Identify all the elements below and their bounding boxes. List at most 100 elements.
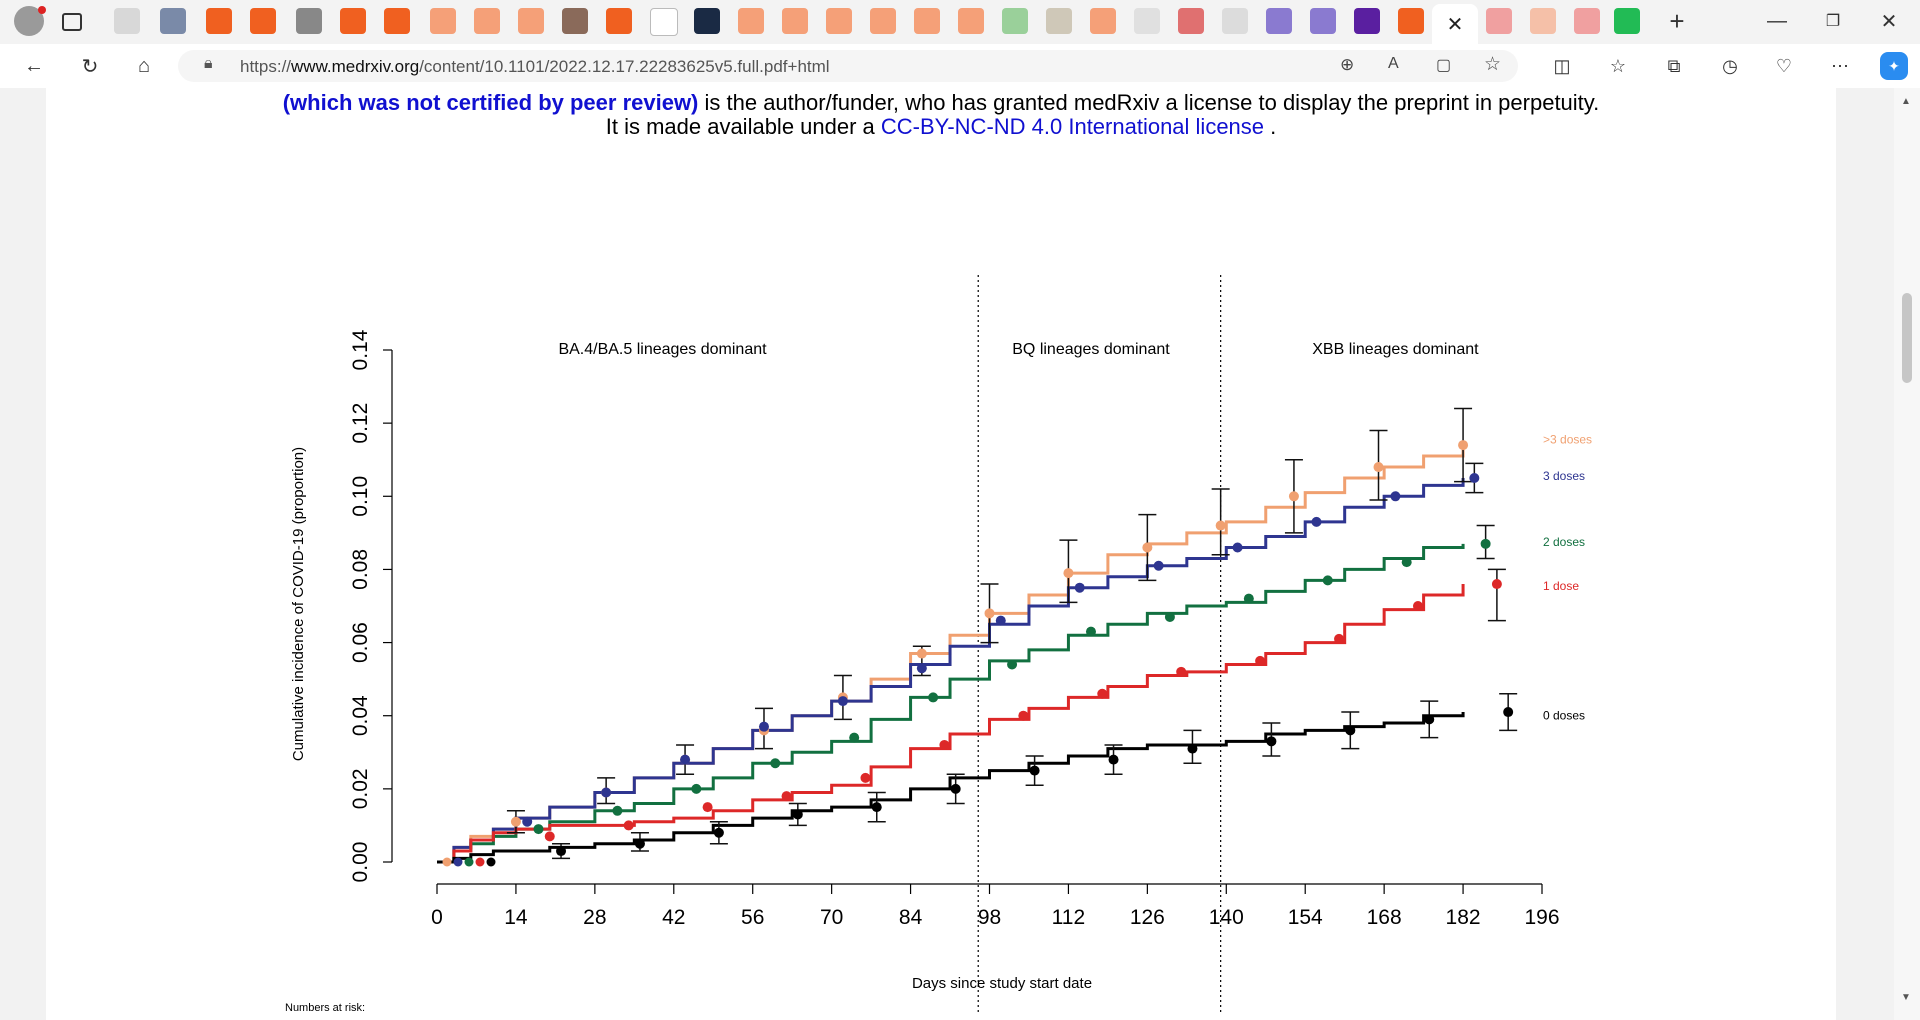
- tab-favicon-icon[interactable]: [1530, 8, 1556, 34]
- data-point: [1029, 765, 1040, 776]
- tab-favicon-icon[interactable]: [650, 8, 678, 36]
- tab-favicon-icon[interactable]: [1398, 8, 1424, 34]
- y-tick-label: 0.00: [349, 842, 372, 883]
- immersive-reader-icon[interactable]: ▢: [1436, 57, 1452, 74]
- x-tick-label: 196: [1524, 906, 1559, 929]
- minimize-icon[interactable]: —: [1767, 9, 1787, 32]
- data-point: [1322, 575, 1333, 586]
- data-point: [1097, 688, 1108, 699]
- collections-icon[interactable]: ⧉: [1667, 55, 1681, 76]
- license-suffix: .: [1264, 114, 1277, 139]
- scroll-down-icon[interactable]: ▼: [1901, 992, 1911, 1003]
- error-bars: [506, 407, 1518, 860]
- data-point: [950, 783, 961, 794]
- x-tick-label: 140: [1209, 906, 1244, 929]
- data-point: [1373, 462, 1384, 473]
- tab-favicon-icon[interactable]: [114, 8, 140, 34]
- tab-favicon-icon[interactable]: [1134, 8, 1160, 34]
- data-point: [1176, 666, 1187, 677]
- series-label: 3 doses: [1543, 469, 1585, 483]
- more-options-icon[interactable]: ⋯: [1831, 55, 1849, 76]
- tab-favicon-icon[interactable]: [474, 8, 500, 34]
- tab-favicon-icon[interactable]: [296, 8, 322, 34]
- tab-favicon-icon[interactable]: [1574, 8, 1600, 34]
- tab-favicon-icon[interactable]: [160, 8, 186, 34]
- close-tab-icon[interactable]: ✕: [1432, 4, 1478, 44]
- tab-favicon-icon[interactable]: [1614, 8, 1640, 34]
- tab-favicon-icon[interactable]: [206, 8, 232, 34]
- tab-favicon-icon[interactable]: [1266, 8, 1292, 34]
- y-tick-label: 0.14: [349, 329, 372, 370]
- restore-icon[interactable]: ❐: [1825, 13, 1841, 30]
- data-point: [939, 739, 950, 750]
- origin-point: [475, 857, 485, 867]
- refresh-icon[interactable]: ↻: [81, 55, 99, 78]
- data-point: [928, 692, 939, 703]
- url-text[interactable]: https://www.medrxiv.org/content/10.1101/…: [240, 57, 830, 76]
- home-icon[interactable]: ⌂: [137, 54, 151, 77]
- tab-favicon-icon[interactable]: [1178, 8, 1204, 34]
- close-window-icon[interactable]: ✕: [1880, 10, 1898, 33]
- y-tick-label: 0.04: [349, 695, 372, 736]
- copilot-icon[interactable]: ✦: [1880, 52, 1908, 80]
- scrollbar-thumb[interactable]: [1902, 293, 1912, 383]
- favorites-icon[interactable]: ☆: [1609, 55, 1627, 76]
- tab-favicon-icon[interactable]: [1310, 8, 1336, 34]
- favorite-star-icon[interactable]: ☆: [1484, 54, 1502, 75]
- lock-icon[interactable]: 🔒︎: [204, 55, 213, 72]
- split-screen-icon[interactable]: ◫: [1553, 55, 1571, 76]
- tab-favicon-icon[interactable]: [870, 8, 896, 34]
- data-point: [691, 783, 702, 794]
- back-icon[interactable]: ←: [24, 54, 44, 77]
- data-point: [1187, 743, 1198, 754]
- tab-favicon-icon[interactable]: [1046, 8, 1072, 34]
- x-tick-label: 182: [1446, 906, 1481, 929]
- tab-favicon-icon[interactable]: [1090, 8, 1116, 34]
- tab-favicon-icon[interactable]: [340, 8, 366, 34]
- data-point: [1074, 582, 1085, 593]
- tab-favicon-icon[interactable]: [738, 8, 764, 34]
- new-tab-icon[interactable]: +: [1669, 5, 1685, 36]
- data-point: [1288, 491, 1299, 502]
- vertical-scrollbar[interactable]: ▲ ▼: [1894, 88, 1920, 1020]
- series-lines: [437, 445, 1465, 864]
- tab-favicon-icon[interactable]: [914, 8, 940, 34]
- tab-favicon-icon[interactable]: [384, 8, 410, 34]
- data-point: [1503, 707, 1514, 718]
- tab-favicon-icon[interactable]: [606, 8, 632, 34]
- series-label: 1 dose: [1543, 579, 1579, 593]
- tab-strip: ✕ + — ❐ ✕: [0, 0, 1920, 44]
- notification-dot-icon: [38, 6, 46, 14]
- license-line-1: (which was not certified by peer review)…: [46, 90, 1836, 116]
- history-icon[interactable]: ◷: [1722, 55, 1738, 76]
- tab-favicon-icon[interactable]: [430, 8, 456, 34]
- tab-favicon-icon[interactable]: [1354, 8, 1380, 34]
- data-point: [702, 802, 713, 813]
- data-point: [1018, 710, 1029, 721]
- zoom-icon[interactable]: ⊕: [1340, 55, 1355, 74]
- tab-favicon-icon[interactable]: [1222, 8, 1248, 34]
- license-link[interactable]: CC-BY-NC-ND 4.0 International license: [880, 114, 1265, 139]
- tab-favicon-icon[interactable]: [250, 8, 276, 34]
- data-point: [792, 809, 803, 820]
- data-point: [556, 846, 567, 857]
- performance-icon[interactable]: ♡: [1775, 55, 1793, 76]
- tab-favicon-icon[interactable]: [562, 8, 588, 34]
- period-dividers: [977, 275, 1222, 1015]
- tab-favicon-icon[interactable]: [1486, 8, 1512, 34]
- tab-favicon-icon[interactable]: [694, 8, 720, 34]
- chart-labels: BA.4/BA.5 lineages dominant BQ lineages d…: [558, 341, 1592, 723]
- data-point: [984, 608, 995, 619]
- data-point: [601, 787, 612, 798]
- address-bar[interactable]: 🔒︎ https://www.medrxiv.org/content/10.11…: [178, 50, 1518, 82]
- data-point: [634, 838, 645, 849]
- tab-actions-icon[interactable]: [62, 13, 82, 31]
- tab-favicon-icon[interactable]: [782, 8, 808, 34]
- read-aloud-icon[interactable]: A: [1388, 55, 1399, 72]
- origin-point: [464, 857, 474, 867]
- tab-favicon-icon[interactable]: [518, 8, 544, 34]
- tab-favicon-icon[interactable]: [958, 8, 984, 34]
- tab-favicon-icon[interactable]: [826, 8, 852, 34]
- scroll-up-icon[interactable]: ▲: [1901, 96, 1911, 107]
- tab-favicon-icon[interactable]: [1002, 8, 1028, 34]
